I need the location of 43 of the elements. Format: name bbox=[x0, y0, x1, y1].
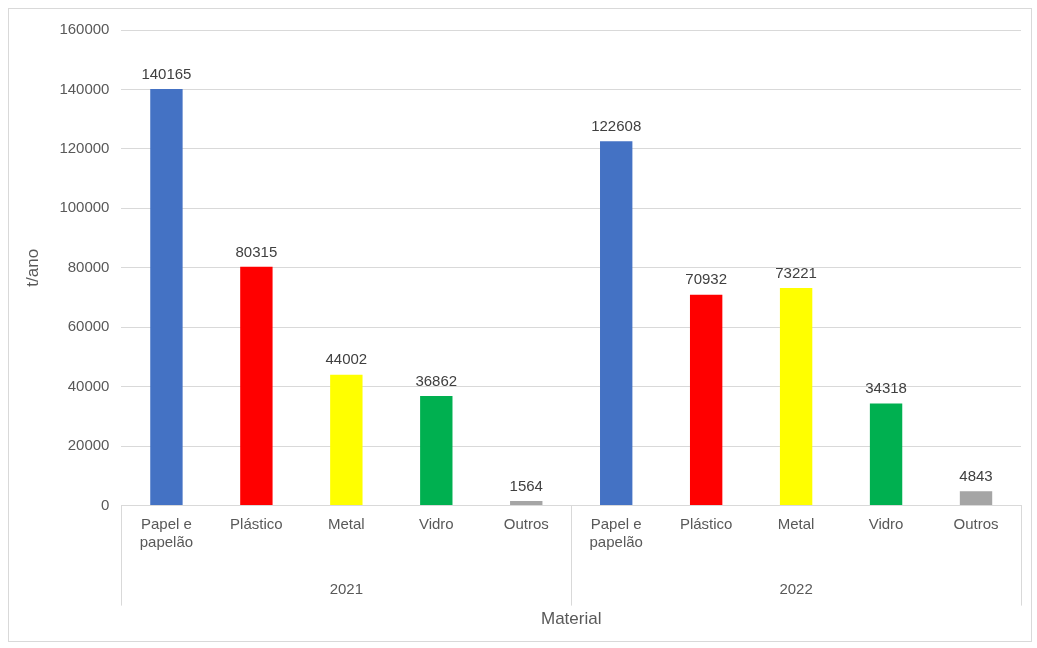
bar bbox=[510, 500, 543, 506]
y-tick-label: 160000 bbox=[59, 20, 110, 38]
x-tick-label: Outros bbox=[953, 514, 999, 532]
y-tick-label: 80000 bbox=[67, 257, 110, 275]
bar bbox=[330, 374, 363, 506]
data-label: 73221 bbox=[775, 263, 817, 281]
y-tick-label: 0 bbox=[101, 495, 110, 513]
y-tick-label: 40000 bbox=[67, 376, 110, 394]
x-tick-label: Papel e papelão bbox=[139, 514, 194, 550]
bar bbox=[959, 491, 993, 506]
x-axis-title: Material bbox=[540, 609, 602, 629]
data-label: 122608 bbox=[591, 116, 642, 134]
text: 2021 bbox=[329, 579, 364, 597]
bar bbox=[600, 141, 633, 506]
x-tick-label: Vidro bbox=[418, 514, 454, 532]
text: 2022 bbox=[779, 579, 813, 597]
y-tick-label: 60000 bbox=[67, 317, 110, 335]
data-label: 70932 bbox=[685, 270, 728, 288]
y-tick-label: 140000 bbox=[59, 79, 110, 97]
data-label: 4843 bbox=[959, 466, 993, 484]
y-tick-label: 20000 bbox=[67, 436, 110, 454]
data-label: 1564 bbox=[509, 476, 543, 494]
y-axis-title: t/ano bbox=[22, 248, 42, 287]
bar bbox=[240, 266, 273, 506]
data-label: 34318 bbox=[865, 379, 907, 397]
x-tick-label: Papel e papelão bbox=[589, 514, 643, 550]
bar bbox=[869, 403, 903, 506]
y-tick-label: 100000 bbox=[59, 198, 110, 216]
bar bbox=[150, 88, 183, 506]
bar bbox=[689, 294, 723, 506]
bar bbox=[779, 287, 813, 506]
x-tick-label: Metal bbox=[328, 514, 365, 532]
x-tick-label: Plástico bbox=[679, 514, 733, 532]
data-label: 36862 bbox=[415, 371, 458, 389]
data-label: 140165 bbox=[141, 64, 192, 82]
y-tick-label: 120000 bbox=[59, 139, 110, 157]
x-tick-label: Plástico bbox=[230, 514, 283, 532]
x-tick-label: Outros bbox=[503, 514, 549, 532]
data-label: 44002 bbox=[325, 350, 368, 368]
data-label: 80315 bbox=[235, 242, 278, 260]
bar bbox=[420, 396, 453, 506]
x-tick-label: Metal bbox=[777, 514, 815, 532]
x-tick-label: Vidro bbox=[868, 514, 904, 532]
